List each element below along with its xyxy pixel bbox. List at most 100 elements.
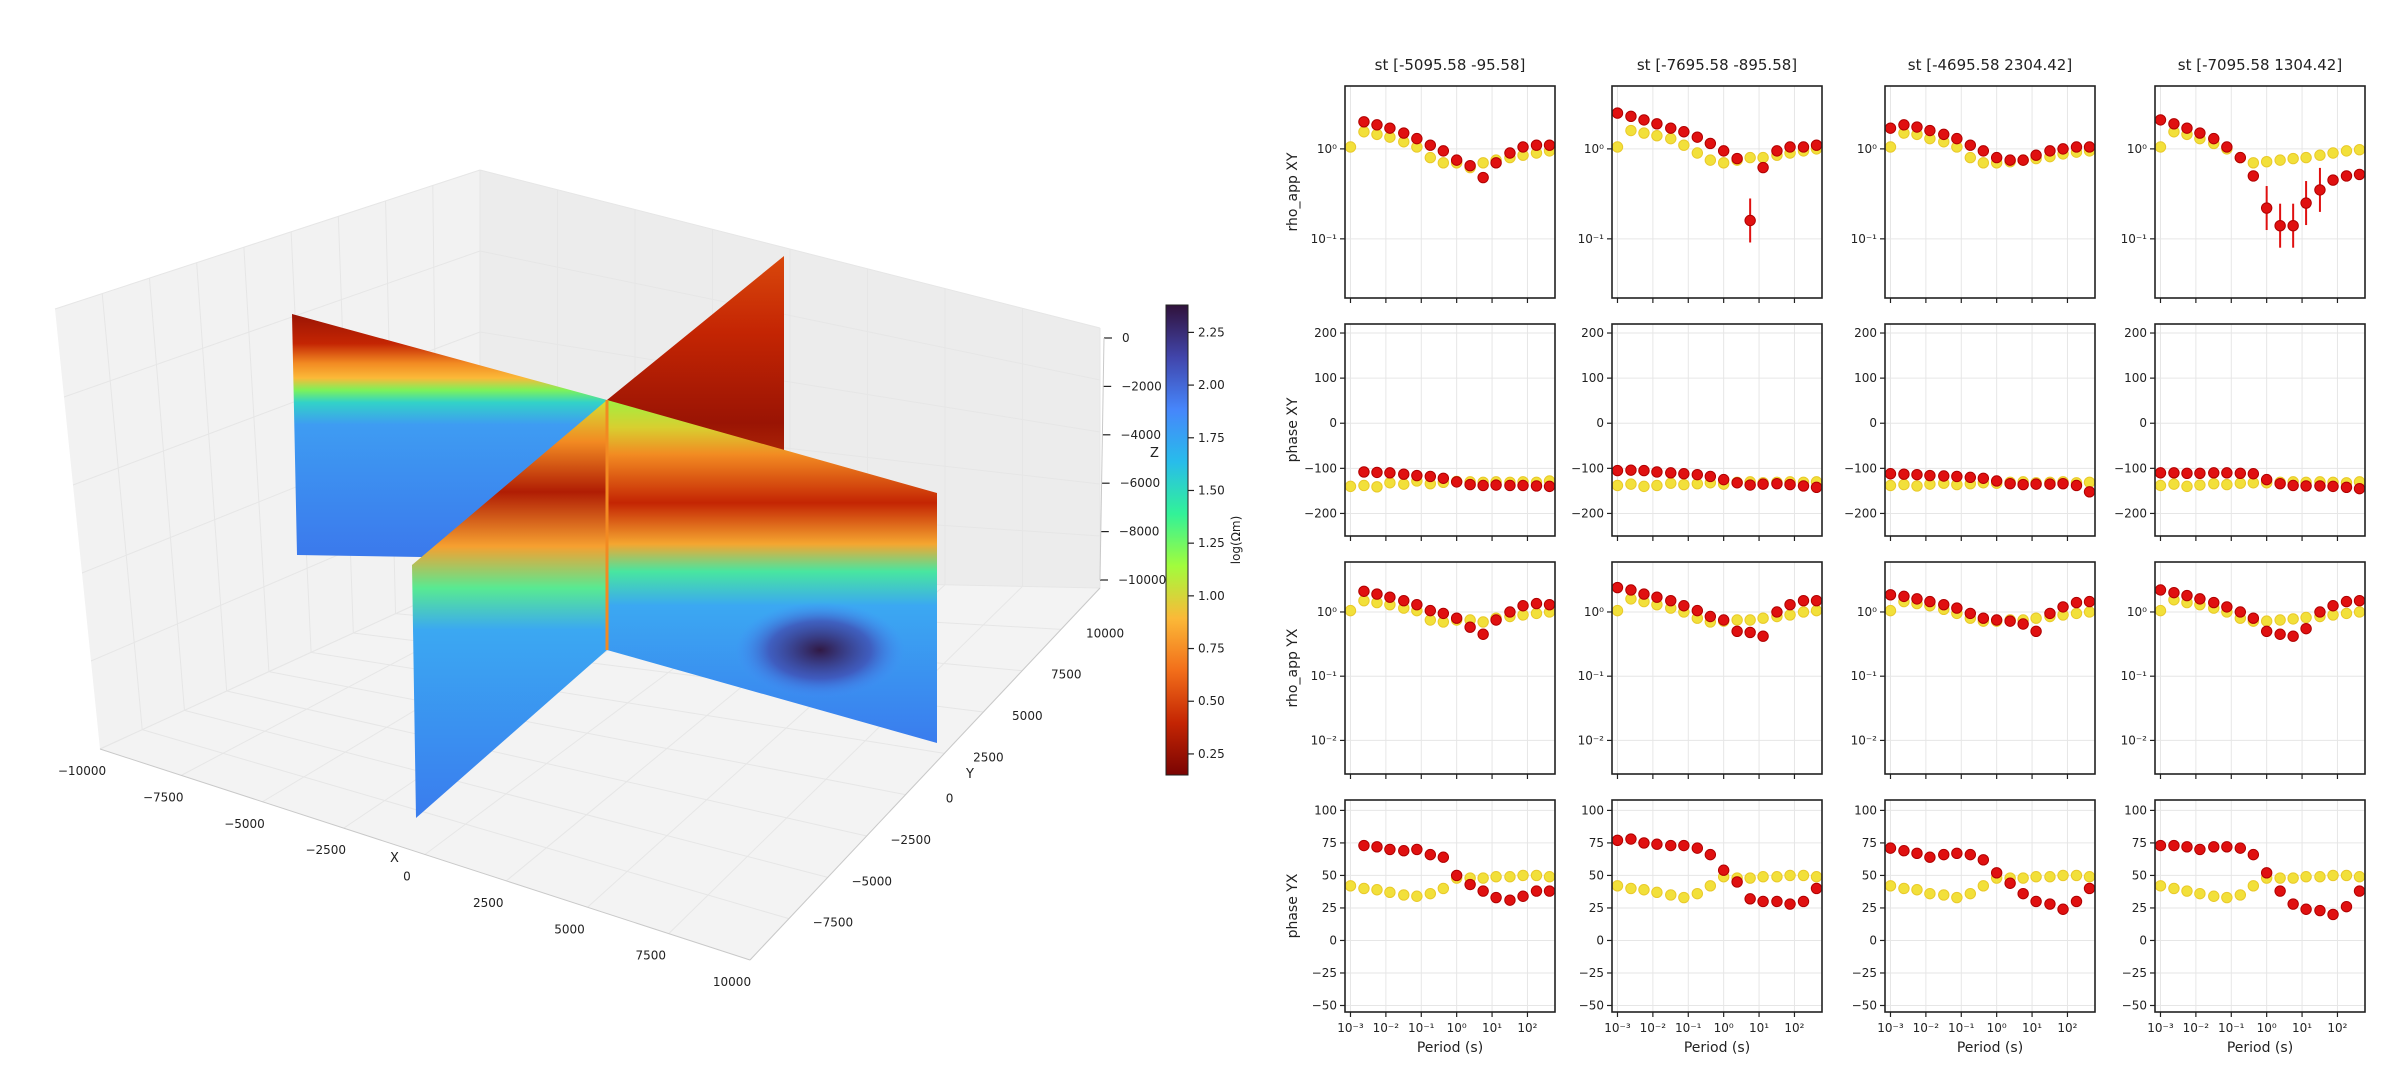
obs-point xyxy=(2260,615,2273,627)
model-point xyxy=(1371,466,1383,479)
station-title: st [-4695.58 2304.42] xyxy=(1908,56,2072,74)
y-tick-label: 2500 xyxy=(973,750,1004,764)
model-point xyxy=(1665,839,1677,852)
model-point xyxy=(1810,139,1823,151)
model-point xyxy=(1691,131,1704,143)
model-point xyxy=(1384,843,1396,856)
model-point xyxy=(1771,145,1783,157)
obs-point xyxy=(1665,477,1677,489)
model-point xyxy=(2300,903,2312,915)
obs-point xyxy=(1625,124,1637,137)
obs-point xyxy=(1704,154,1717,166)
model-point xyxy=(1625,110,1637,123)
model-point xyxy=(1797,594,1810,607)
model-point xyxy=(1884,589,1897,601)
x-tick-label: 10⁻² xyxy=(1913,1021,1940,1035)
row-label: rho_app YX xyxy=(1285,628,1301,707)
obs-point xyxy=(1344,480,1357,493)
model-point xyxy=(1665,122,1677,134)
model-point xyxy=(1450,476,1463,488)
x-tick-label: 10⁰ xyxy=(1447,1021,1467,1035)
model-point xyxy=(2314,480,2326,492)
y-tick-label: 10⁻² xyxy=(1851,733,1878,747)
model-point xyxy=(2057,143,2069,155)
x-tick-label: 10⁻³ xyxy=(1604,1021,1631,1035)
obs-point xyxy=(1384,886,1396,899)
obs-point xyxy=(2168,882,2180,895)
panel-rho-yx: 10⁰ 10⁻¹ 10⁻² xyxy=(1851,561,2096,779)
panel-frame xyxy=(2154,85,2366,299)
obs-point xyxy=(1638,480,1650,493)
model-point xyxy=(1704,848,1717,861)
model-point xyxy=(1977,145,1990,157)
model-point xyxy=(2004,477,2016,490)
model-point xyxy=(2208,841,2220,853)
x-tick-label: 10⁻² xyxy=(1640,1021,1667,1035)
x-tick-label: 10000 xyxy=(713,975,751,989)
obs-point xyxy=(1678,139,1690,151)
obs-point xyxy=(1757,612,1769,624)
model-point xyxy=(2221,601,2233,613)
colorbar-label: log(Ωm) xyxy=(1229,516,1243,565)
model-point xyxy=(1490,614,1502,626)
model-point xyxy=(2083,141,2096,153)
obs-point xyxy=(2340,869,2353,882)
model-point xyxy=(2017,478,2029,491)
obs-point xyxy=(1371,128,1383,141)
obs-point xyxy=(2353,606,2366,618)
model-point xyxy=(1784,598,1796,611)
obs-point xyxy=(2274,154,2286,166)
y-tick-label: 10⁰ xyxy=(1857,142,1877,156)
model-point xyxy=(1517,479,1529,492)
model-point xyxy=(2181,122,2193,134)
model-point xyxy=(1424,139,1437,151)
model-point xyxy=(1530,139,1543,151)
obs-point xyxy=(1517,869,1529,882)
model-point xyxy=(2208,467,2220,479)
model-point xyxy=(2247,848,2260,861)
wall-gridline-z xyxy=(479,331,1101,433)
wall-gridline-y xyxy=(243,247,270,672)
model-point xyxy=(1678,126,1690,138)
model-point xyxy=(1398,127,1410,139)
y-tick-label: 100 xyxy=(1854,803,1877,817)
obs-point xyxy=(1344,880,1357,892)
obs-point xyxy=(1530,607,1543,620)
model-point xyxy=(1625,584,1637,596)
model-point xyxy=(1810,594,1823,607)
model-point xyxy=(2044,478,2056,490)
obs-point xyxy=(2274,614,2286,626)
model-point xyxy=(2314,606,2326,618)
model-point xyxy=(1924,595,1936,608)
wall-gridline-z xyxy=(479,250,1101,381)
model-point xyxy=(2208,132,2220,145)
model-point xyxy=(1990,614,2003,626)
model-point xyxy=(1371,588,1383,600)
model-point xyxy=(1717,864,1730,876)
model-point xyxy=(1398,845,1410,857)
y-tick-label: 10000 xyxy=(1086,626,1124,640)
x-tick-label: 10¹ xyxy=(1749,1021,1769,1035)
obs-point xyxy=(2247,880,2260,892)
model-point xyxy=(2327,908,2339,921)
model-point xyxy=(1665,594,1677,607)
obs-point xyxy=(1757,151,1769,164)
station-column: st [-4695.58 2304.42] 10⁰ 10⁻¹ 200 100 0 −100 −… xyxy=(1844,56,2096,1056)
model-point xyxy=(1464,621,1476,633)
obs-point xyxy=(2327,869,2339,882)
model-point xyxy=(1898,468,1910,480)
y-tick-label: 10⁰ xyxy=(1317,605,1337,619)
model-point xyxy=(2274,219,2286,232)
model-point xyxy=(1611,581,1624,594)
obs-point xyxy=(1678,891,1690,904)
obs-point xyxy=(1977,157,1990,169)
panel-rho-xy: 10⁰ 10⁻¹ xyxy=(2121,85,2366,303)
obs-point xyxy=(1797,606,1810,618)
x-axis-label: Period (s) xyxy=(1957,1040,2023,1056)
response-panels: st [-5095.58 -95.58] 10⁰ 10⁻¹ rho_app XY 200… xyxy=(1285,56,2366,1056)
obs-point xyxy=(1371,884,1383,896)
obs-point xyxy=(1898,478,1910,491)
model-point xyxy=(1437,472,1450,484)
model-point xyxy=(2017,154,2029,166)
